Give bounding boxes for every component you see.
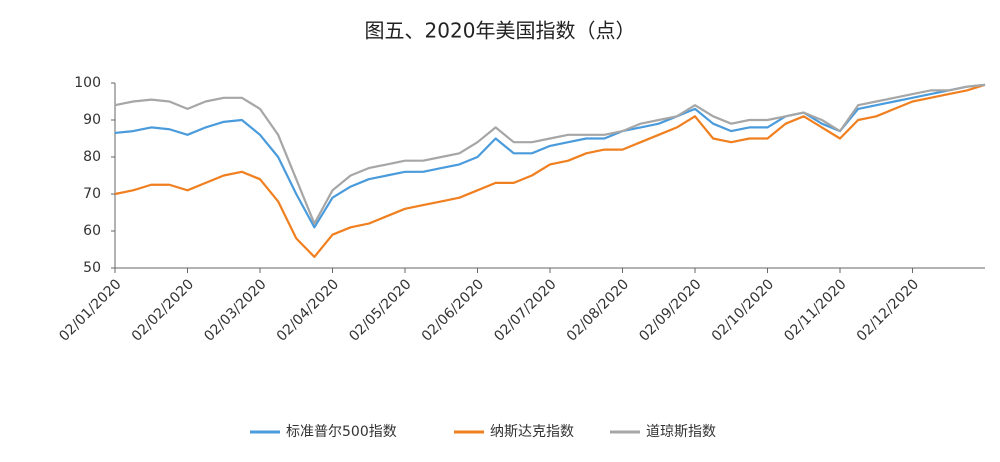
legend-label: 纳斯达克指数 [490,424,574,440]
y-tick-label: 80 [83,149,101,165]
series-line [114,83,986,258]
x-tick-label: 02/10/2020 [709,276,777,344]
x-tick-label: 02/01/2020 [56,276,124,344]
y-tick-label: 100 [74,75,101,91]
legend-label: 标准普尔500指数 [286,424,397,440]
x-tick-label: 02/05/2020 [346,276,414,344]
x-tick-label: 02/04/2020 [274,276,342,344]
y-tick-label: 70 [83,186,101,202]
x-tick-label: 02/08/2020 [564,276,632,344]
x-tick-label: 02/07/2020 [491,276,559,344]
x-tick-label: 02/02/2020 [129,276,197,344]
series-line [114,83,986,225]
x-tick-label: 02/09/2020 [636,276,704,344]
x-tick-label: 02/03/2020 [201,276,269,344]
y-tick-label: 90 [83,112,101,128]
y-tick-label: 50 [83,260,101,276]
series-line [114,83,986,229]
x-tick-label: 02/11/2020 [781,276,849,344]
legend-label: 道琼斯指数 [646,424,716,440]
x-tick-label: 02/06/2020 [419,276,487,344]
chart-title: 图五、2020年美国指数（点） [365,19,636,43]
y-tick-label: 60 [83,223,101,239]
x-tick-label: 02/12/2020 [854,276,922,344]
